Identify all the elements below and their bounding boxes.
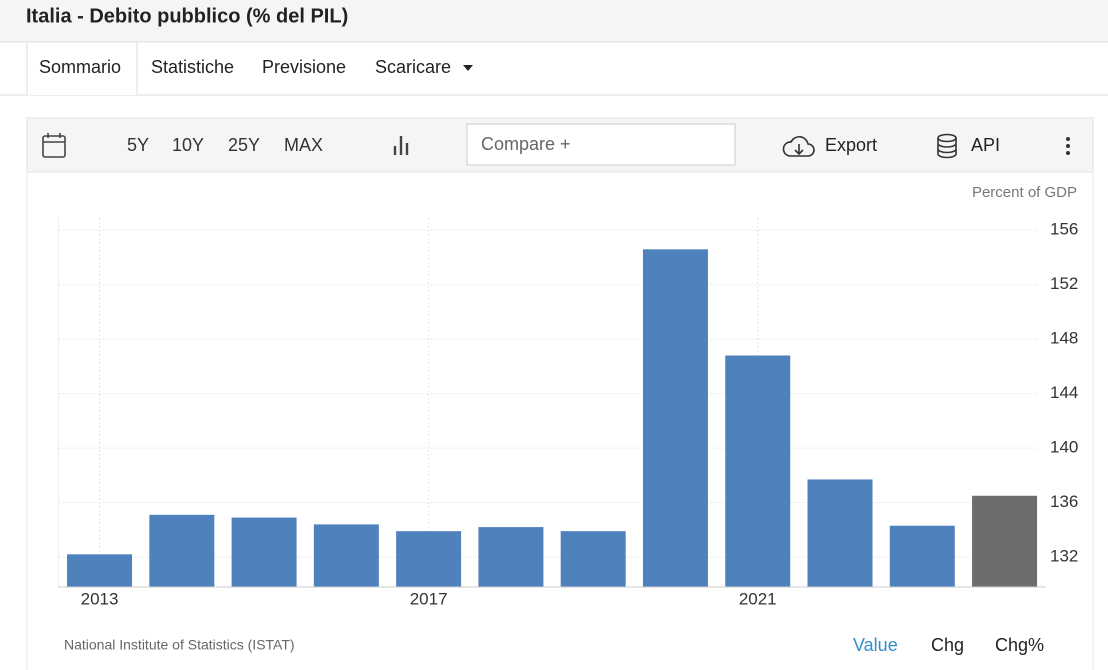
calendar-icon[interactable]: [42, 133, 66, 158]
bar: [972, 495, 1038, 587]
tab[interactable]: Scaricare: [375, 57, 451, 77]
dropdown-caret: [463, 65, 473, 71]
view-toggle[interactable]: Chg: [931, 635, 964, 655]
bar: [67, 554, 133, 587]
y-tick-label: 148: [1050, 329, 1078, 348]
bar: [231, 517, 297, 587]
bar: [725, 355, 791, 587]
bar: [478, 527, 544, 587]
bar: [313, 524, 379, 587]
source: National Institute of Statistics (ISTAT): [64, 637, 295, 653]
active-tab: [26, 41, 138, 95]
bar: [396, 531, 462, 587]
page-title: Italia - Debito pubblico (% del PIL): [26, 5, 348, 27]
y-tick-label: 140: [1050, 438, 1078, 457]
y-tick-label: 152: [1050, 274, 1078, 293]
y-tick-label: 136: [1050, 492, 1078, 511]
menu-icon[interactable]: [1066, 137, 1070, 155]
y-tick-label: 144: [1050, 383, 1078, 402]
export-icon[interactable]: [782, 136, 815, 157]
range-button[interactable]: 10Y: [172, 135, 204, 155]
x-tick-label: 2021: [739, 589, 777, 608]
view-toggle[interactable]: Chg%: [995, 635, 1044, 655]
export-button[interactable]: Export: [825, 135, 877, 155]
api-button[interactable]: API: [971, 135, 1000, 155]
title-bar: [0, 0, 1108, 42]
y-tick-label: 132: [1050, 547, 1078, 566]
bar: [149, 514, 215, 587]
x-tick-label: 2017: [410, 589, 448, 608]
api-icon[interactable]: [937, 133, 957, 159]
chart-type-icon[interactable]: [393, 136, 409, 155]
view-toggle[interactable]: Value: [853, 635, 898, 655]
compare-input[interactable]: [466, 123, 736, 166]
bar: [560, 531, 626, 587]
bar: [642, 249, 708, 588]
tab[interactable]: Previsione: [262, 57, 346, 77]
unit-label: Percent of GDP: [972, 184, 1077, 201]
bar: [807, 479, 873, 587]
range-button[interactable]: 25Y: [228, 135, 260, 155]
tab[interactable]: Sommario: [39, 57, 121, 77]
y-tick-label: 156: [1050, 220, 1078, 239]
range-button[interactable]: MAX: [284, 135, 323, 155]
bar: [889, 525, 955, 587]
tab[interactable]: Statistiche: [151, 57, 234, 77]
range-button[interactable]: 5Y: [127, 135, 149, 155]
compare-placeholder[interactable]: Compare +: [481, 134, 571, 154]
x-tick-label: 2013: [81, 589, 119, 608]
